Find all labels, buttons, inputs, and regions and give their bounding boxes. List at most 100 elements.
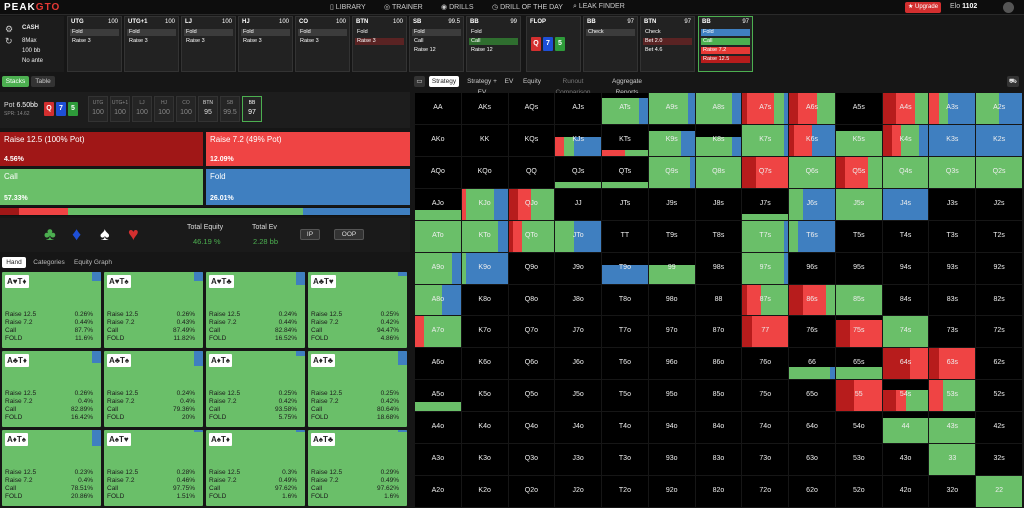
- matrix-cell-QTs[interactable]: QTs: [602, 156, 648, 188]
- matrix-cell-QTo[interactable]: QTo: [508, 220, 555, 252]
- matrix-cell-ATo[interactable]: ATo: [415, 220, 461, 252]
- matrix-cell-T5s[interactable]: T5s: [835, 220, 882, 252]
- seat-utg[interactable]: UTG 100: [88, 96, 108, 122]
- matrix-cell-T3o[interactable]: T3o: [602, 444, 648, 476]
- matrix-cell-JTs[interactable]: JTs: [602, 188, 648, 220]
- matrix-cell-43s[interactable]: 43s: [929, 412, 976, 444]
- matrix-cell-Q8o[interactable]: Q8o: [508, 284, 555, 316]
- matrix-cell-K5s[interactable]: K5s: [835, 124, 882, 156]
- tab-aggregate-reports[interactable]: Aggregate Reports: [612, 78, 642, 96]
- matrix-cell-J8s[interactable]: J8s: [695, 188, 742, 220]
- matrix-cell-AKs[interactable]: AKs: [461, 93, 508, 124]
- matrix-cell-87s[interactable]: 87s: [742, 284, 789, 316]
- tab-equity-graph[interactable]: Equity Graph: [74, 259, 112, 266]
- action-option-2[interactable]: Call 57.33%: [0, 169, 203, 205]
- matrix-cell-76o[interactable]: 76o: [742, 348, 789, 380]
- seat-lj[interactable]: LJ 100: [132, 96, 152, 122]
- matrix-cell-98s[interactable]: 98s: [695, 252, 742, 284]
- matrix-cell-J5o[interactable]: J5o: [555, 380, 602, 412]
- matrix-cell-65o[interactable]: 65o: [789, 380, 835, 412]
- matrix-cell-53o[interactable]: 53o: [835, 444, 882, 476]
- action-option-1[interactable]: Raise 7.2 (49% Pot) 12.09%: [206, 132, 410, 166]
- matrix-cell-72s[interactable]: 72s: [976, 316, 1022, 348]
- matrix-cell-J2o[interactable]: J2o: [555, 476, 602, 507]
- hand-combo-card[interactable]: A♥T♦ Raise 12.5 0.26% Raise 7.2 0.44% Call 87.…: [2, 272, 101, 348]
- matrix-cell-J3o[interactable]: J3o: [555, 444, 602, 476]
- matrix-cell-AJo[interactable]: AJo: [415, 188, 461, 220]
- tab-ev[interactable]: EV: [504, 78, 514, 85]
- matrix-cell-KJo[interactable]: KJo: [461, 188, 508, 220]
- matrix-cell-K9s[interactable]: K9s: [648, 124, 695, 156]
- matrix-cell-53s[interactable]: 53s: [929, 380, 976, 412]
- matrix-cell-62o[interactable]: 62o: [789, 476, 835, 507]
- matrix-cell-K2s[interactable]: K2s: [976, 124, 1022, 156]
- matrix-cell-62s[interactable]: 62s: [976, 348, 1022, 380]
- matrix-cell-42s[interactable]: 42s: [976, 412, 1022, 444]
- matrix-cell-98o[interactable]: 98o: [648, 284, 695, 316]
- matrix-cell-75s[interactable]: 75s: [835, 316, 882, 348]
- matrix-cell-KQo[interactable]: KQo: [461, 156, 508, 188]
- club-suit-icon[interactable]: ♣: [44, 224, 56, 244]
- action-option-0[interactable]: Raise 12.5 (100% Pot) 4.56%: [0, 132, 203, 166]
- matrix-cell-97s[interactable]: 97s: [742, 252, 789, 284]
- matrix-cell-J8o[interactable]: J8o: [555, 284, 602, 316]
- matrix-cell-Q4s[interactable]: Q4s: [882, 156, 929, 188]
- seat-bb[interactable]: BB 97: [242, 96, 262, 122]
- matrix-cell-T8o[interactable]: T8o: [602, 284, 648, 316]
- nav-drill-of-the-day[interactable]: ◷ DRILL OF THE DAY: [492, 4, 563, 11]
- peakgto-logo[interactable]: PEAKGTO: [4, 2, 61, 13]
- matrix-cell-T3s[interactable]: T3s: [929, 220, 976, 252]
- hand-combo-card[interactable]: A♦T♠ Raise 12.5 0.25% Raise 7.2 0.42% Call 93.…: [206, 351, 305, 427]
- matrix-cell-T9s[interactable]: T9s: [648, 220, 695, 252]
- matrix-cell-32s[interactable]: 32s: [976, 444, 1022, 476]
- matrix-cell-Q7s[interactable]: Q7s: [742, 156, 789, 188]
- matrix-cell-QQ[interactable]: QQ: [508, 156, 555, 188]
- matrix-cell-A7o[interactable]: A7o: [415, 316, 461, 348]
- matrix-cell-66[interactable]: 66: [789, 348, 835, 380]
- matrix-cell-84o[interactable]: 84o: [695, 412, 742, 444]
- matrix-cell-85s[interactable]: 85s: [835, 284, 882, 316]
- position-box-3[interactable]: HJ 100 Fold Raise 3: [238, 16, 293, 72]
- matrix-cell-Q2o[interactable]: Q2o: [508, 476, 555, 507]
- matrix-cell-Q9s[interactable]: Q9s: [648, 156, 695, 188]
- matrix-cell-96s[interactable]: 96s: [789, 252, 835, 284]
- matrix-cell-Q4o[interactable]: Q4o: [508, 412, 555, 444]
- settings-icon[interactable]: ⚙: [5, 24, 14, 34]
- matrix-cell-65s[interactable]: 65s: [835, 348, 882, 380]
- matrix-cell-Q2s[interactable]: Q2s: [976, 156, 1022, 188]
- matrix-cell-KJs[interactable]: KJs: [555, 124, 602, 156]
- hand-combo-card[interactable]: A♠T♥ Raise 12.5 0.28% Raise 7.2 0.46% Call 97.…: [104, 430, 203, 506]
- matrix-cell-AQs[interactable]: AQs: [508, 93, 555, 124]
- tab-strategy-ev[interactable]: Strategy + EV: [467, 78, 497, 96]
- nav-library[interactable]: ▯ LIBRARY: [330, 4, 366, 11]
- position-box-10[interactable]: BB 97 Fold Call Raise 7.2 Raise 12.5: [698, 16, 753, 72]
- oop-button[interactable]: OOP: [334, 229, 364, 240]
- matrix-cell-TT[interactable]: TT: [602, 220, 648, 252]
- action-option-3[interactable]: Fold 26.01%: [206, 169, 410, 205]
- matrix-cell-72o[interactable]: 72o: [742, 476, 789, 507]
- matrix-cell-JJ[interactable]: JJ: [555, 188, 602, 220]
- matrix-cell-64o[interactable]: 64o: [789, 412, 835, 444]
- matrix-cell-74s[interactable]: 74s: [882, 316, 929, 348]
- matrix-cell-A8s[interactable]: A8s: [695, 93, 742, 124]
- matrix-cell-Q5s[interactable]: Q5s: [835, 156, 882, 188]
- tab-hand[interactable]: Hand: [2, 257, 26, 268]
- matrix-cell-55[interactable]: 55: [835, 380, 882, 412]
- seat-sb[interactable]: SB 99.5: [220, 96, 240, 122]
- nav-trainer[interactable]: ◎ TRAINER: [384, 4, 423, 11]
- matrix-cell-82o[interactable]: 82o: [695, 476, 742, 507]
- matrix-cell-99[interactable]: 99: [648, 252, 695, 284]
- hand-combo-card[interactable]: A♦T♣ Raise 12.5 0.25% Raise 7.2 0.42% Call 80.…: [308, 351, 407, 427]
- matrix-cell-T7o[interactable]: T7o: [602, 316, 648, 348]
- matrix-cell-QJs[interactable]: QJs: [555, 156, 602, 188]
- matrix-cell-84s[interactable]: 84s: [882, 284, 929, 316]
- matrix-cell-K4s[interactable]: K4s: [882, 124, 929, 156]
- matrix-cell-A6s[interactable]: A6s: [789, 93, 835, 124]
- matrix-cell-J9o[interactable]: J9o: [555, 252, 602, 284]
- matrix-cell-A8o[interactable]: A8o: [415, 284, 461, 316]
- matrix-cell-42o[interactable]: 42o: [882, 476, 929, 507]
- matrix-cell-T6s[interactable]: T6s: [789, 220, 835, 252]
- matrix-cell-J3s[interactable]: J3s: [929, 188, 976, 220]
- car-icon[interactable]: ⛟: [1007, 76, 1019, 87]
- matrix-cell-KQs[interactable]: KQs: [508, 124, 555, 156]
